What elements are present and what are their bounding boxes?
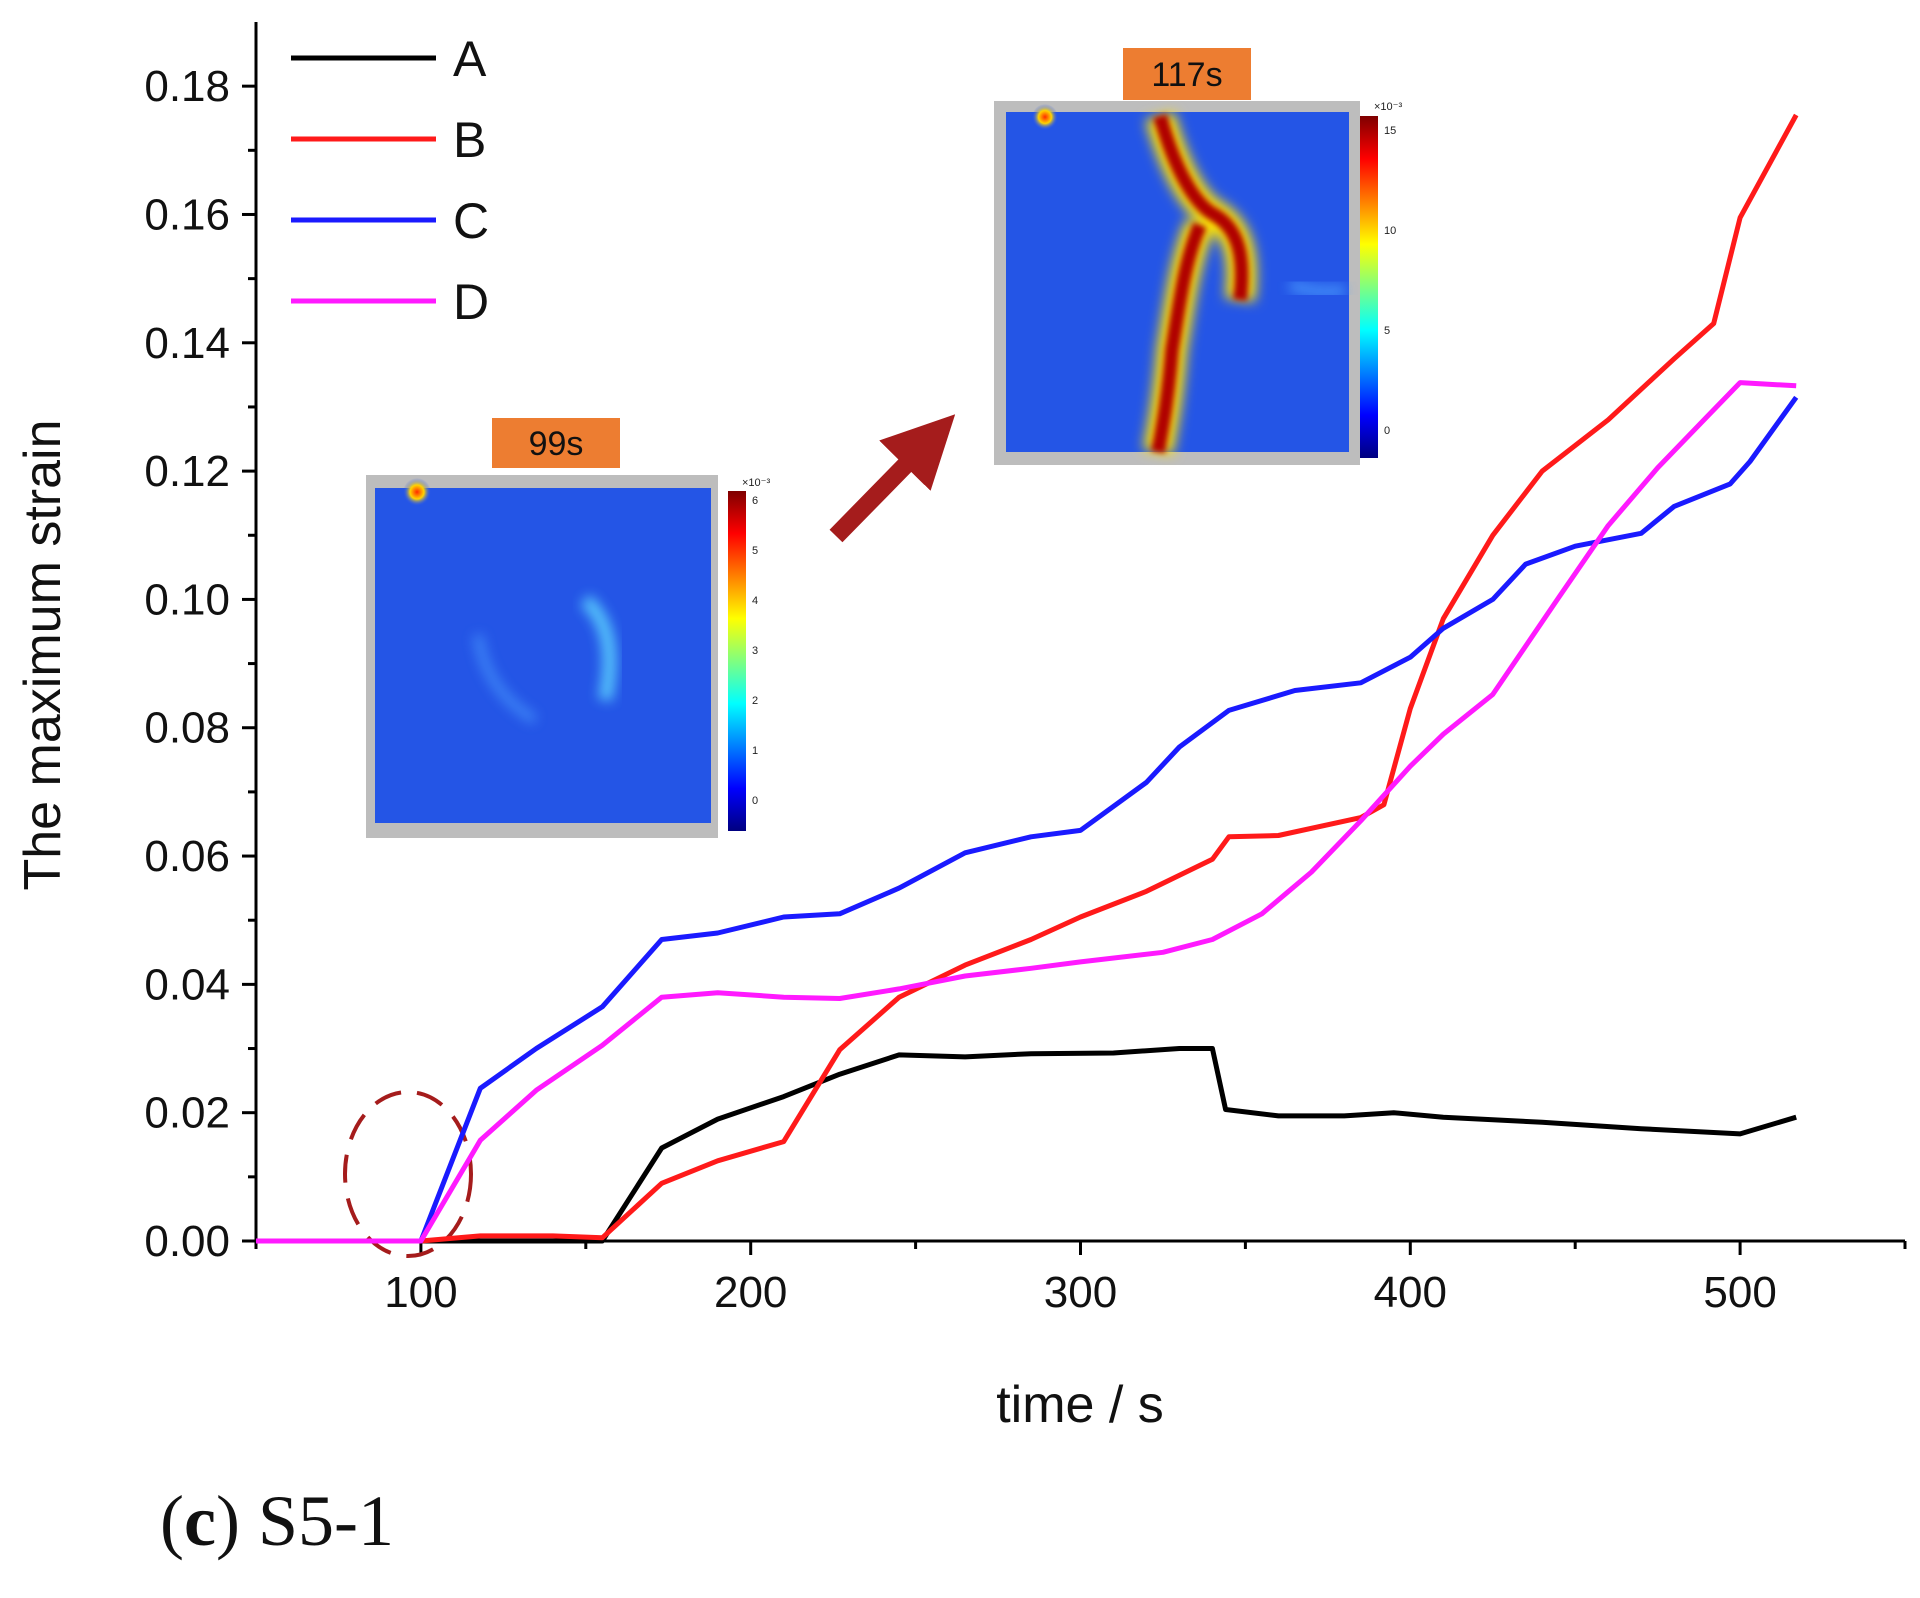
series-line-a xyxy=(256,1046,1797,1244)
y-tick-label: 0.04 xyxy=(144,960,230,1009)
colorbar-tick-label: 5 xyxy=(752,545,758,557)
series-line-d xyxy=(256,380,1797,1244)
figure-caption: (c) S5-1 xyxy=(160,1481,394,1561)
legend-label-a: A xyxy=(453,31,487,87)
y-ticks: 0.00 0.02 0.04 0.06 0.08 0.10 0.12 0.14 0.16 0.18 xyxy=(144,62,256,1266)
colorbar-tick-label: 6 xyxy=(752,495,758,507)
dic-strain-map-99s: ×10⁻³ 6 5 4 3 2 1 0 99s xyxy=(366,418,770,838)
inset1-colorbar-ticks: 6 5 4 3 2 1 0 xyxy=(752,495,758,807)
y-tick-label: 0.12 xyxy=(144,447,230,496)
dic-strain-map-117s: ×10⁻³ 15 10 5 0 117s xyxy=(994,48,1402,465)
inset1-colorbar-exponent: ×10⁻³ xyxy=(742,477,770,489)
inset1-strain-band-faint xyxy=(473,634,538,725)
inset1-label: 99s xyxy=(529,425,584,463)
x-tick-label: 300 xyxy=(1044,1268,1117,1317)
y-tick-label: 0.00 xyxy=(144,1217,230,1266)
y-tick-label: 0.08 xyxy=(144,704,230,753)
legend-label-d: D xyxy=(453,274,489,330)
colorbar-tick-label: 0 xyxy=(752,795,758,807)
legend-label-c: C xyxy=(453,193,489,249)
y-tick-label: 0.14 xyxy=(144,319,230,368)
inset2-colorbar-ticks: 15 10 5 0 xyxy=(1384,125,1396,437)
onset-highlight-circle xyxy=(343,1090,473,1258)
y-tick-label: 0.02 xyxy=(144,1089,230,1138)
progression-arrow xyxy=(829,414,956,543)
colorbar-tick-label: 4 xyxy=(752,595,758,607)
colorbar-tick-label: 3 xyxy=(752,645,758,657)
colorbar-tick-label: 5 xyxy=(1384,325,1390,337)
inset2-label-box xyxy=(1123,48,1251,100)
series-line-b xyxy=(256,113,1799,1244)
inset2-colorbar-exponent: ×10⁻³ xyxy=(1374,101,1402,113)
legend: A B C D xyxy=(291,31,489,330)
y-tick-label: 0.16 xyxy=(144,190,230,239)
colorbar-tick-label: 10 xyxy=(1384,225,1396,237)
y-tick-label: 0.18 xyxy=(144,62,230,111)
x-tick-label: 500 xyxy=(1703,1268,1776,1317)
colorbar-tick-label: 2 xyxy=(752,695,758,707)
inset2-colorbar xyxy=(1360,116,1378,458)
inset2-label: 117s xyxy=(1151,56,1222,94)
series-lines xyxy=(256,113,1799,1244)
series-line-c xyxy=(256,395,1799,1244)
y-axis-title: The maximum strain xyxy=(14,420,72,891)
x-tick-label: 200 xyxy=(714,1268,787,1317)
colorbar-tick-label: 1 xyxy=(752,745,758,757)
inset1-colorbar xyxy=(728,491,746,831)
inset2-side-band xyxy=(1288,279,1347,298)
x-tick-label: 100 xyxy=(384,1268,457,1317)
caption-letter: c xyxy=(183,1481,216,1561)
colorbar-tick-label: 15 xyxy=(1384,125,1396,137)
x-tick-label: 400 xyxy=(1374,1268,1447,1317)
inset2-hotspot xyxy=(1032,104,1058,130)
inset1-label-box xyxy=(492,418,620,468)
x-axis-title: time / s xyxy=(996,1376,1164,1434)
colorbar-tick-label: 0 xyxy=(1384,425,1390,437)
inset1-field xyxy=(375,488,711,823)
x-ticks: 100 200 300 400 500 xyxy=(254,1241,1907,1317)
caption-text: S5-1 xyxy=(257,1481,394,1561)
y-tick-label: 0.10 xyxy=(144,575,230,624)
y-tick-label: 0.06 xyxy=(144,832,230,881)
inset1-strain-band xyxy=(580,594,617,702)
legend-label-b: B xyxy=(453,112,486,168)
inset2-crack-core xyxy=(1151,114,1249,454)
inset1-hotspot xyxy=(403,478,431,506)
